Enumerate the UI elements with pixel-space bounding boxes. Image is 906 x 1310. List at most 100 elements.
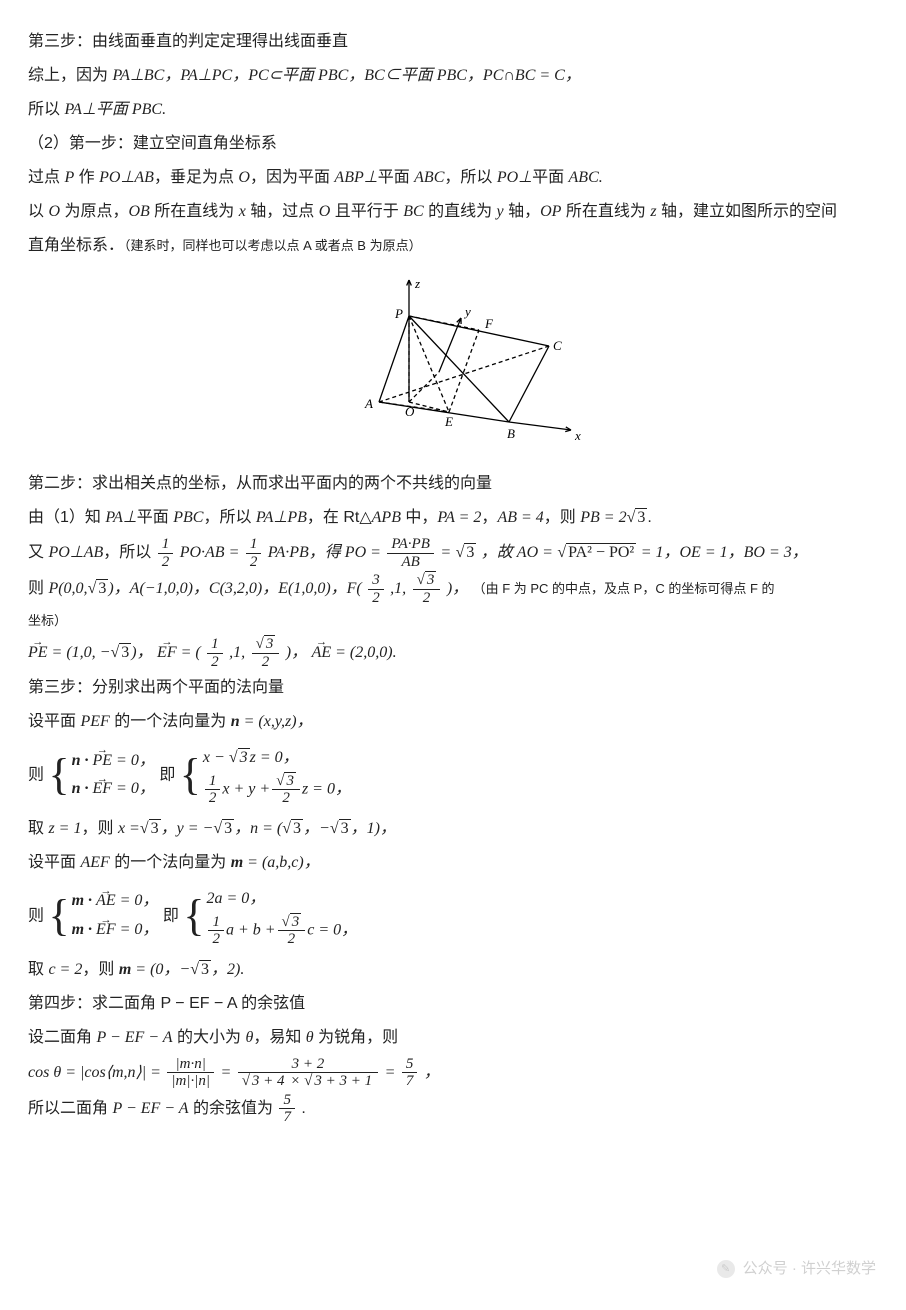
t: 作: [74, 169, 99, 186]
sqrt3-3: 3: [88, 573, 109, 605]
s: 3: [190, 954, 211, 986]
m: m: [231, 854, 243, 871]
frac-sqrt3-2-b: 32: [252, 636, 280, 670]
svg-text:P: P: [394, 306, 403, 321]
frac-5-7-b: 57: [279, 1092, 295, 1126]
m: x =: [118, 820, 140, 837]
conclusion: 所以二面角 P − EF − A 的余弦值为 57 .: [28, 1092, 878, 1126]
s: 3: [140, 813, 161, 845]
t: ，易知: [253, 1029, 305, 1046]
t: ，因为平面: [250, 169, 334, 186]
m: = (: [177, 644, 201, 661]
m: ，1)，: [351, 820, 396, 837]
t: 平面: [137, 509, 173, 526]
svg-text:B: B: [507, 426, 515, 441]
part2-step1-heading: （2）第一步：建立空间直角坐标系: [28, 128, 878, 160]
step3b-heading: 第三步：分别求出两个平面的法向量: [28, 672, 878, 704]
t: 的大小为: [173, 1029, 246, 1046]
watermark-text: 公众号 · 许兴华数学: [743, 1254, 876, 1284]
t: ，在 Rt△: [307, 509, 372, 526]
n-result: 取 z = 1，则 x =3，y = −3，n = (3，−3，1)，: [28, 813, 878, 845]
svg-text:y: y: [463, 304, 471, 319]
step2-heading: 第二步：求出相关点的坐标，从而求出平面内的两个不共线的向量: [28, 468, 878, 500]
t: 以: [28, 203, 48, 220]
m: PA⊥PB: [256, 509, 307, 526]
m: )，: [131, 644, 152, 661]
m: PO⊥: [497, 169, 532, 186]
system-m: 则 { m · AE = 0， m · EF = 0， 即 { 2a = 0， …: [28, 881, 878, 952]
theta-def: 设二面角 P − EF − A 的大小为 θ，易知 θ 为锐角，则: [28, 1022, 878, 1054]
m: y: [497, 203, 504, 220]
t: 轴，: [504, 203, 540, 220]
s: 3: [282, 813, 303, 845]
m: PA·PB，得 PO =: [268, 544, 381, 561]
m: = (1,0, −: [48, 644, 111, 661]
sqrt3-4: 3: [110, 637, 131, 669]
m: ，y = −: [161, 820, 214, 837]
t: 即: [163, 907, 179, 924]
m: =: [220, 1064, 231, 1081]
m: = (a,b,c)，: [243, 854, 320, 871]
m: =: [440, 544, 451, 561]
summary-line-1: 综上，因为 PA⊥BC，PA⊥PC，PC⊂平面 PBC，BC⊂平面 PBC，PC…: [28, 60, 878, 92]
note: （建系时，同样也可以考虑以点 A 或者点 B 为原点）: [124, 238, 422, 253]
m: c = 2: [48, 961, 82, 978]
normal-m-def: 设平面 AEF 的一个法向量为 m = (a,b,c)，: [28, 847, 878, 879]
svg-text:z: z: [414, 276, 420, 291]
m: PO·AB =: [180, 544, 240, 561]
m: ，−: [303, 820, 330, 837]
m: )，: [447, 580, 468, 597]
m: = (x,y,z)，: [240, 713, 313, 730]
t: 平面: [532, 169, 568, 186]
m: cos θ = |cos⟨m,n⟩| =: [28, 1064, 161, 1081]
frac-big: 3 + 2 3 + 4 × 3 + 3 + 1: [238, 1056, 378, 1090]
s: 3: [330, 813, 351, 845]
m: PA = 2: [437, 509, 481, 526]
po-calc-line: 又 PO⊥AB，所以 12 PO·AB = 12 PA·PB，得 PO = PA…: [28, 536, 878, 570]
t: 又: [28, 544, 48, 561]
m: ABC.: [569, 169, 603, 186]
m: PB = 2: [580, 509, 626, 526]
vectors-line: PE = (1,0, −3)， EF = ( 12 ,1, 32 )， AE =…: [28, 636, 878, 670]
geometry-figure: zxyAOEBCPF: [28, 272, 878, 454]
m: O: [48, 203, 60, 220]
m: = (0，−: [131, 961, 190, 978]
t: 取: [28, 961, 48, 978]
t: 即: [159, 767, 175, 784]
m: ABP⊥: [334, 169, 377, 186]
t: 所在直线为: [150, 203, 239, 220]
m: )，A(−1,0,0)，C(3,2,0)，E(1,0,0)，F(: [108, 580, 361, 597]
t: .: [301, 1100, 305, 1117]
vec-ae: AE: [312, 637, 332, 669]
t: 则: [28, 767, 44, 784]
svg-text:F: F: [484, 316, 494, 331]
m: AEF: [80, 854, 109, 871]
t: 中，: [401, 509, 437, 526]
frac-1-2: 12: [207, 636, 223, 670]
m: APB: [372, 509, 401, 526]
t: 由（1）知: [28, 509, 105, 526]
pyramid-diagram: zxyAOEBCPF: [323, 272, 583, 442]
m: x: [239, 203, 246, 220]
m: m: [119, 961, 131, 978]
frac-3-2: 32: [368, 572, 384, 606]
wechat-icon: ✎: [717, 1260, 735, 1278]
brace-sys-3: { m · AE = 0， m · EF = 0，: [48, 887, 158, 945]
t: ，垂足为点: [154, 169, 238, 186]
brace-sys-4: { 2a = 0， 12a + b +32c = 0，: [183, 885, 357, 948]
t: 所以二面角: [28, 1100, 112, 1117]
sqrt-pa2-po2: PA² − PO²: [557, 537, 636, 569]
m: O: [319, 203, 331, 220]
coords-note-2: 坐标）: [28, 608, 878, 634]
m: PBC: [173, 509, 203, 526]
system-n: 则 { n · PE = 0， n · EF = 0， 即 { x − 3z =…: [28, 740, 878, 811]
m: ，n = (: [234, 820, 282, 837]
t: 综上，因为: [28, 67, 112, 84]
m: OP: [540, 203, 561, 220]
watermark: ✎ 公众号 · 许兴华数学: [717, 1254, 876, 1284]
frac-half-1: 12: [158, 536, 174, 570]
sqrt3-2: 3: [456, 537, 477, 569]
t: 设平面: [28, 713, 80, 730]
coords-line: 则 P(0,0,3)，A(−1,0,0)，C(3,2,0)，E(1,0,0)，F…: [28, 572, 878, 606]
m: ABC: [414, 169, 444, 186]
